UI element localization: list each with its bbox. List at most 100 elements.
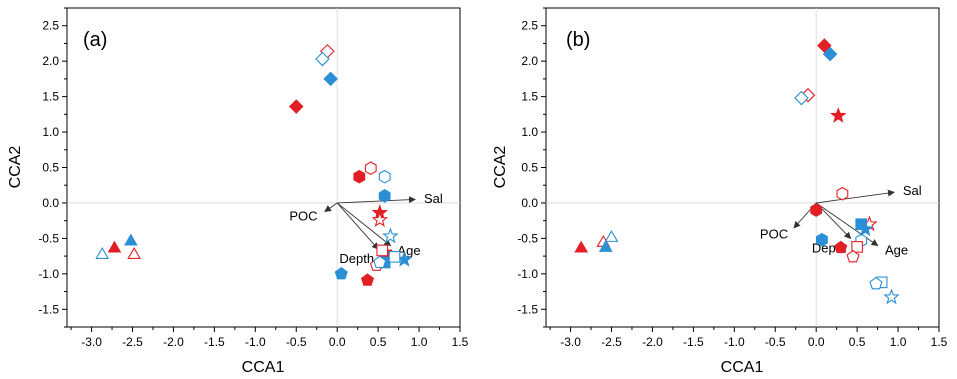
point-hexagon-blue-filled <box>815 232 828 247</box>
axis-ticks: -3.0 -2.5 -2.0 -1.5 -1.0 -0.5 0.0 0.5 1.0 1.5 -1.5… <box>38 7 469 349</box>
x-tick-label: -1.0 <box>724 335 745 349</box>
y-tick-label: 1.5 <box>521 90 538 104</box>
x-tick-label: -2.5 <box>122 335 143 349</box>
x-tick-label: -3.0 <box>560 335 581 349</box>
vector-arrow-sal <box>816 189 895 204</box>
x-tick-label: 1.0 <box>890 335 907 349</box>
vector-label-age: Age <box>397 243 420 258</box>
point-pentagon-blue-open <box>869 276 883 290</box>
x-axis-label: CCA1 <box>721 359 764 376</box>
sample-points <box>95 43 413 286</box>
y-tick-label: 1.0 <box>42 125 59 139</box>
y-tick-label: 0.5 <box>42 161 59 175</box>
vector-label-sal: Sal <box>903 183 922 198</box>
x-tick-label: 1.5 <box>452 335 469 349</box>
point-hexagon-blue-filled <box>378 189 391 203</box>
y-tick-label: -1.5 <box>38 302 59 316</box>
vector-label-poc: POC <box>760 226 788 241</box>
vector-arrow-poc <box>324 202 338 213</box>
x-tick-label: -2.0 <box>163 335 184 349</box>
y-axis-label: CCA2 <box>492 146 509 189</box>
y-tick-label: 0.5 <box>521 161 538 175</box>
point-star-blue-open <box>382 227 399 244</box>
point-pentagon-red-open <box>846 249 860 263</box>
point-pentagon-blue-filled <box>334 266 348 280</box>
vector-arrow-sal <box>337 196 416 204</box>
vector-arrow-depth <box>336 202 379 250</box>
x-tick-label: -3.0 <box>81 335 102 349</box>
y-tick-label: -1.0 <box>38 267 59 281</box>
panel-b: -3.0 -2.5 -2.0 -1.5 -1.0 -0.5 0.0 0.5 1.0 1.5 -1.5… <box>492 7 948 376</box>
sample-points <box>574 38 900 305</box>
point-triangle-blue-filled <box>124 233 138 246</box>
x-tick-label: 0.5 <box>370 335 387 349</box>
x-tick-label: 1.0 <box>411 335 428 349</box>
vector-label-sal: Sal <box>424 191 443 206</box>
y-tick-label: 0.0 <box>42 196 59 210</box>
x-tick-label: -1.5 <box>683 335 704 349</box>
vector-label-poc: POC <box>289 209 317 224</box>
y-tick-label: 1.5 <box>42 90 59 104</box>
x-tick-label: -1.0 <box>245 335 266 349</box>
point-triangle-red-filled <box>107 240 122 253</box>
point-diamond-blue-filled <box>822 46 838 62</box>
y-tick-label: 2.0 <box>42 54 59 68</box>
y-tick-label: -1.5 <box>517 302 538 316</box>
point-star-red-filled <box>830 107 847 123</box>
origin-lines <box>67 8 460 327</box>
point-square-blue-filled <box>855 218 868 231</box>
y-tick-label: 0.0 <box>521 196 538 210</box>
point-diamond-red-filled <box>288 99 304 114</box>
point-hexagon-blue-open <box>378 169 391 184</box>
point-diamond-blue-open <box>794 90 809 106</box>
environment-vectors: Sal POC Depth Age <box>289 191 443 266</box>
point-triangle-blue-filled <box>598 239 613 252</box>
point-pentagon-red-filled <box>360 273 375 286</box>
y-tick-label: -0.5 <box>38 231 59 245</box>
vector-label-depth: Depth <box>339 251 374 266</box>
point-triangle-red-filled <box>574 240 589 253</box>
x-tick-label: 0.5 <box>849 335 866 349</box>
point-pentagon-red-filled <box>834 240 848 254</box>
point-square-red-open <box>376 244 389 257</box>
panel-label: (b) <box>566 29 590 51</box>
point-square-blue-open <box>388 251 401 263</box>
x-tick-label: -2.5 <box>601 335 622 349</box>
y-tick-label: 2.5 <box>42 19 59 33</box>
plot-frame <box>66 7 461 328</box>
y-tick-label: 2.0 <box>521 54 538 68</box>
x-tick-label: 0.0 <box>329 335 346 349</box>
point-diamond-red-filled <box>817 38 832 53</box>
x-tick-label: -0.5 <box>286 335 307 349</box>
panel-label: (a) <box>83 29 107 51</box>
x-tick-label: 0.0 <box>808 335 825 349</box>
y-axis-label: CCA2 <box>7 146 24 189</box>
point-diamond-blue-open <box>315 51 330 67</box>
x-tick-label: -0.5 <box>765 335 786 349</box>
point-star-red-open <box>371 211 389 228</box>
point-diamond-blue-filled <box>323 71 338 87</box>
vector-label-age: Age <box>885 243 908 258</box>
x-tick-label: 1.5 <box>931 335 948 349</box>
panel-a: -3.0 -2.5 -2.0 -1.5 -1.0 -0.5 0.0 0.5 1.0 1.5 -1.5… <box>7 7 469 376</box>
point-triangle-blue-open <box>95 247 110 259</box>
point-pentagon-blue-open <box>373 255 387 269</box>
y-tick-label: 2.5 <box>521 19 538 33</box>
vector-arrow-age <box>336 202 392 247</box>
point-triangle-blue-open <box>604 230 619 242</box>
point-star-blue-open <box>883 288 900 305</box>
x-axis-label: CCA1 <box>242 359 285 376</box>
y-tick-label: -1.0 <box>517 267 538 281</box>
y-tick-label: -0.5 <box>517 231 538 245</box>
x-tick-label: -2.0 <box>642 335 663 349</box>
axis-ticks: -3.0 -2.5 -2.0 -1.5 -1.0 -0.5 0.0 0.5 1.0 1.5 -1.5… <box>517 7 948 349</box>
point-hexagon-red-open <box>364 161 377 176</box>
point-square-red-open <box>851 241 863 253</box>
x-tick-label: -1.5 <box>204 335 225 349</box>
point-hexagon-red-filled <box>810 203 823 217</box>
y-tick-label: 1.0 <box>521 125 538 139</box>
point-hexagon-red-filled <box>353 169 366 184</box>
origin-lines <box>546 8 939 327</box>
point-hexagon-red-open <box>836 186 849 201</box>
